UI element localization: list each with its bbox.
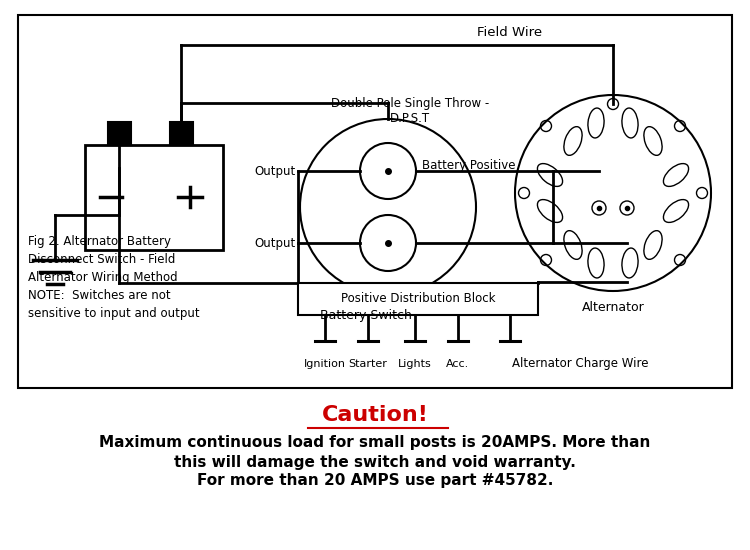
Text: Ignition: Ignition — [304, 359, 346, 369]
Text: Output: Output — [255, 236, 296, 250]
Text: Alternator: Alternator — [582, 301, 644, 314]
Text: Alternator Charge Wire: Alternator Charge Wire — [512, 357, 648, 370]
Bar — [108, 122, 131, 145]
Text: Battery Positive: Battery Positive — [422, 158, 515, 172]
Text: Field Wire: Field Wire — [478, 26, 542, 40]
Text: For more than 20 AMPS use part #45782.: For more than 20 AMPS use part #45782. — [196, 474, 554, 488]
Text: Acc.: Acc. — [446, 359, 470, 369]
Text: Output: Output — [255, 164, 296, 178]
Bar — [298, 283, 538, 315]
Text: this will damage the switch and void warranty.: this will damage the switch and void war… — [174, 454, 576, 470]
Text: Starter: Starter — [349, 359, 388, 369]
Bar — [170, 122, 193, 145]
Text: Double Pole Single Throw -
D.P.S.T: Double Pole Single Throw - D.P.S.T — [331, 97, 489, 125]
Text: Caution!: Caution! — [322, 405, 428, 425]
Text: Maximum continuous load for small posts is 20AMPS. More than: Maximum continuous load for small posts … — [99, 436, 651, 450]
Text: Positive Distribution Block: Positive Distribution Block — [340, 293, 495, 305]
Text: Battery Switch: Battery Switch — [320, 309, 412, 322]
Bar — [18, 15, 732, 388]
Bar — [85, 145, 223, 250]
Text: Fig 2. Alternator Battery
Disconnect Switch - Field
Alternator Wiring Method
NOT: Fig 2. Alternator Battery Disconnect Swi… — [28, 235, 200, 320]
Text: Lights: Lights — [398, 359, 432, 369]
